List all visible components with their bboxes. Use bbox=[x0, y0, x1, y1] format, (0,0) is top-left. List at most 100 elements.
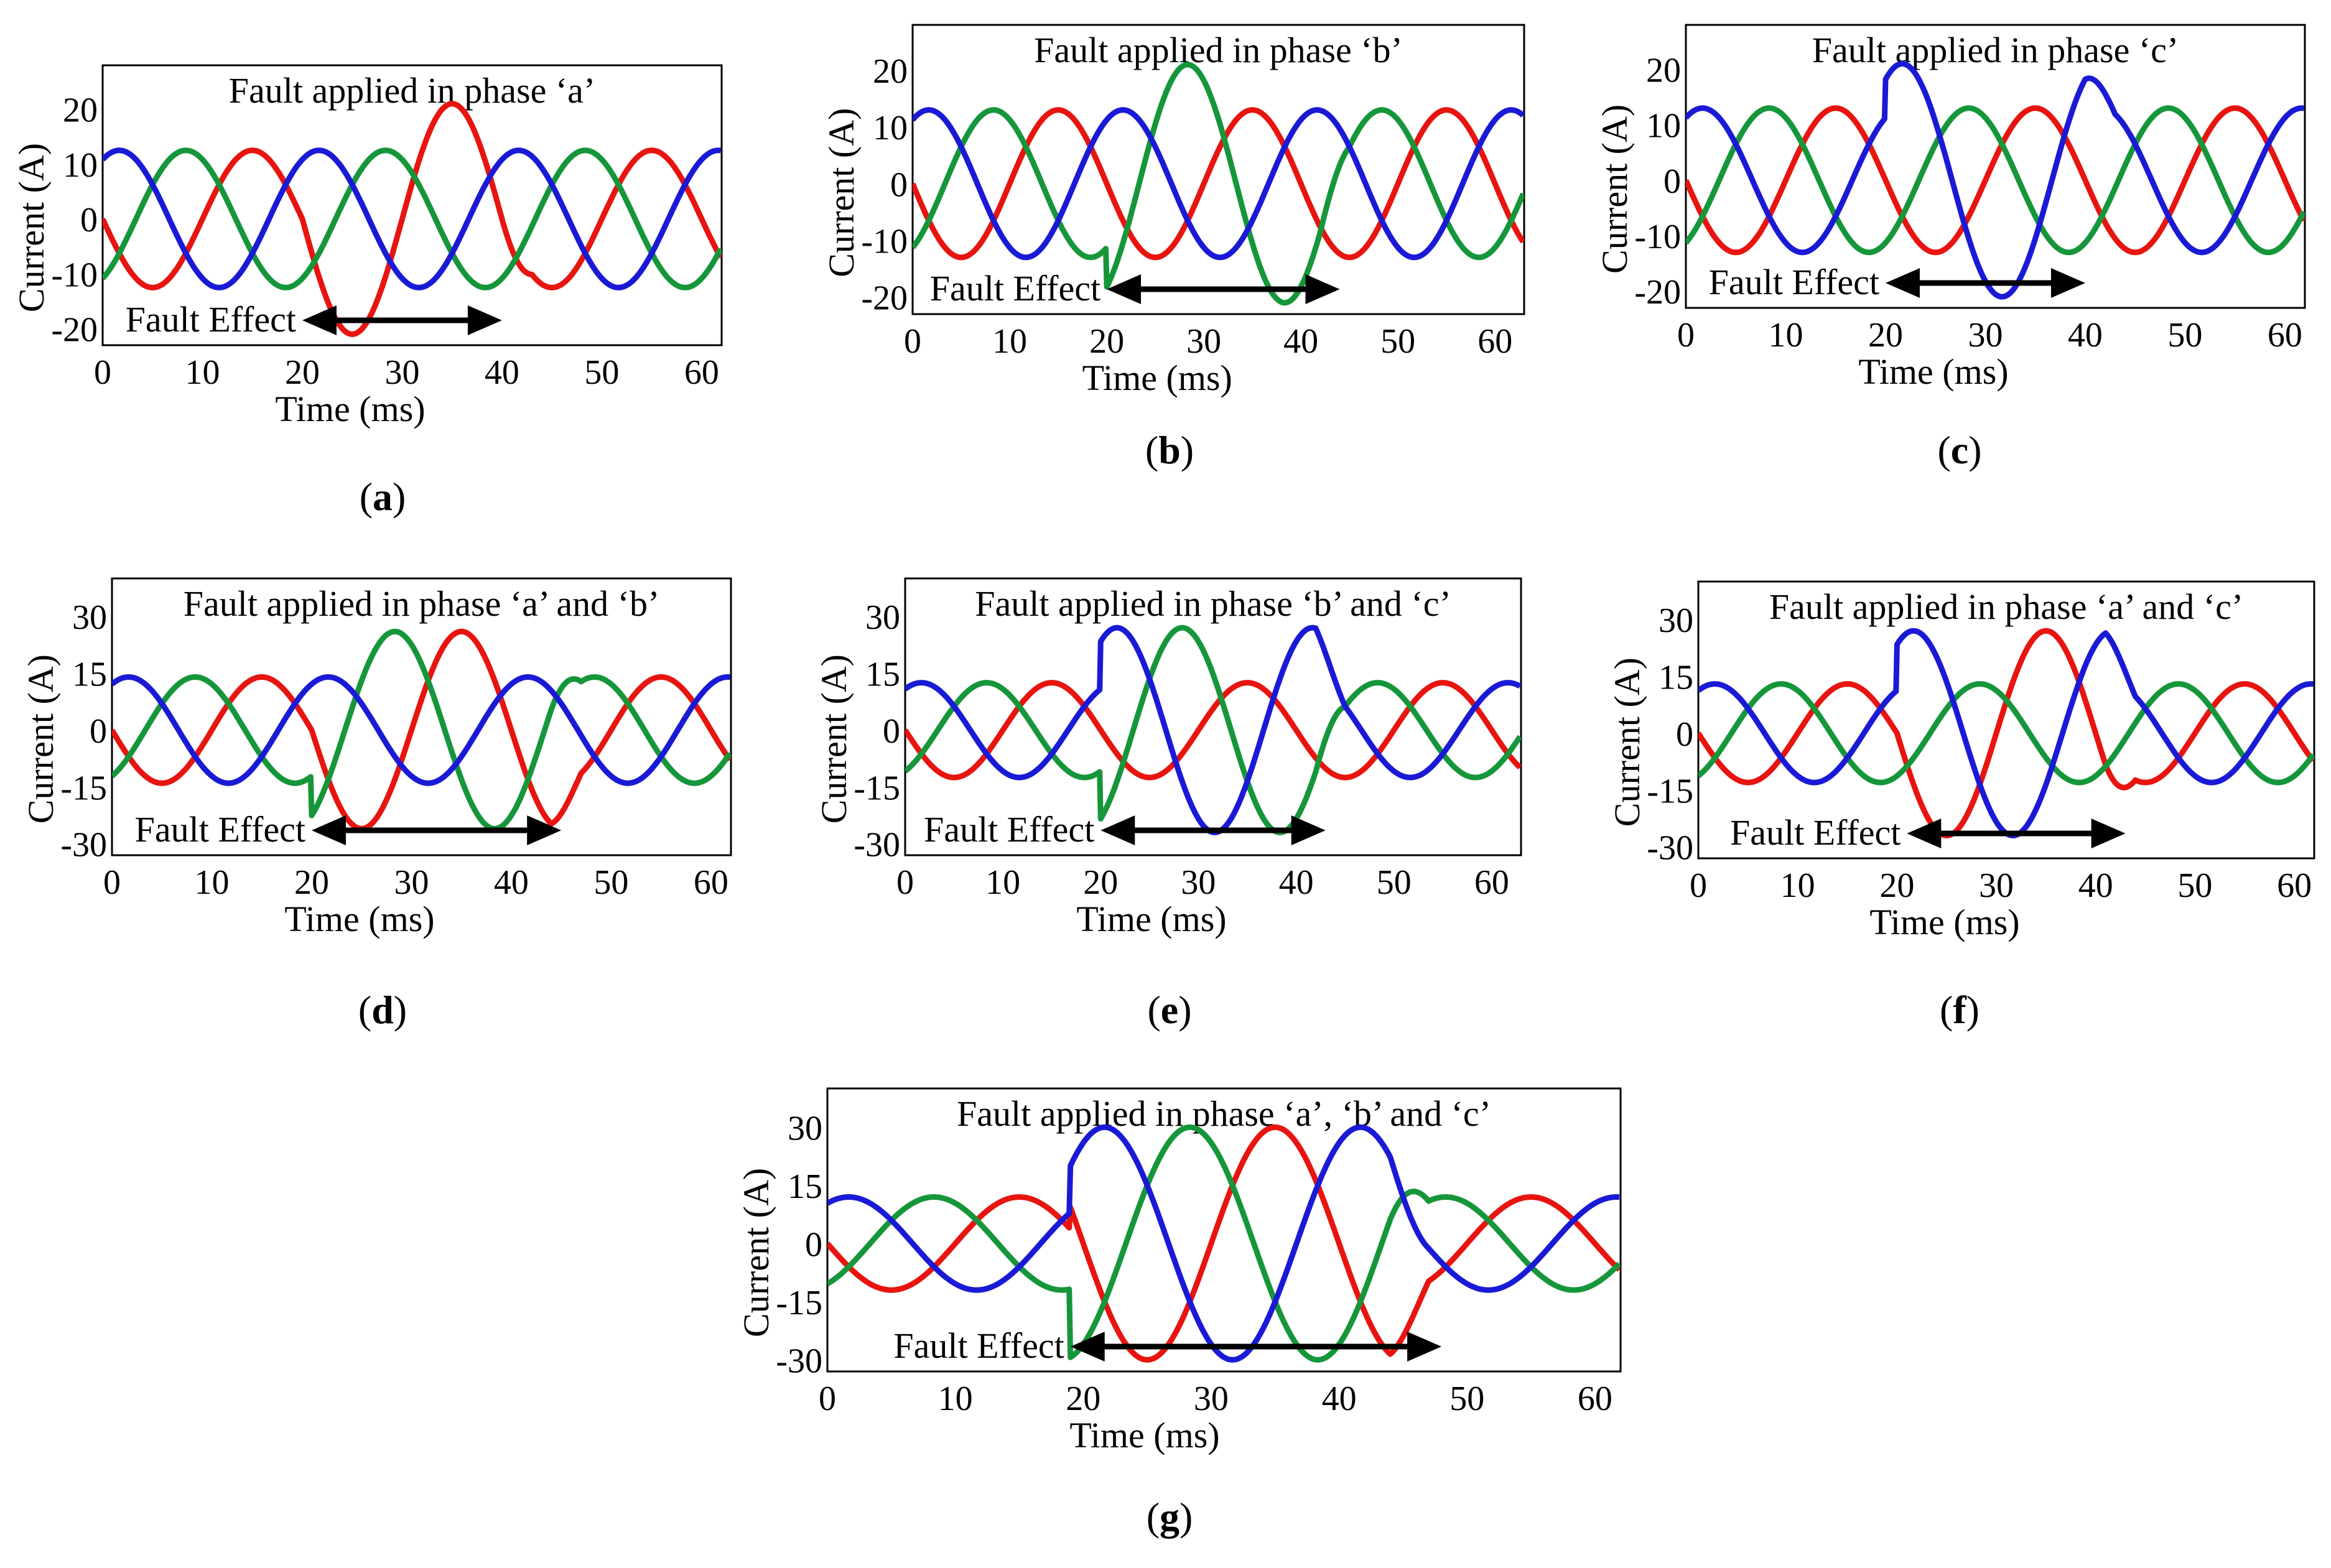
panel-caption: (b) bbox=[1145, 428, 1194, 472]
x-tick-label: 30 bbox=[394, 863, 429, 902]
x-tick-label: 50 bbox=[584, 353, 619, 392]
series-phase-c bbox=[827, 1124, 1621, 1363]
x-axis-label: Time (ms) bbox=[1858, 351, 2008, 392]
y-tick-label: -15 bbox=[854, 769, 900, 807]
x-tick-label: 30 bbox=[384, 353, 419, 392]
x-tick-label: 40 bbox=[485, 353, 519, 392]
y-tick-label: -10 bbox=[51, 256, 98, 294]
series-phase-c bbox=[1698, 628, 2314, 838]
x-tick-label: 40 bbox=[494, 863, 529, 902]
y-tick-label: -10 bbox=[861, 222, 908, 261]
panel-letter: g bbox=[1160, 1495, 1179, 1539]
plot-frame bbox=[826, 1087, 1622, 1373]
x-tick-label: 10 bbox=[1768, 316, 1803, 355]
chart-title: Fault applied in phase ‘a’, ‘b’ and ‘c’ bbox=[957, 1093, 1491, 1134]
x-tick-label: 60 bbox=[2277, 866, 2312, 905]
panel-caption: (a) bbox=[360, 475, 406, 519]
y-tick-label: -15 bbox=[776, 1284, 822, 1322]
x-tick-label: 0 bbox=[896, 863, 914, 902]
chart-panel-c: 20 10 0 -10 -20 0 10 20 30 40 50 60 Time (ms) Current… bbox=[1594, 24, 2306, 392]
y-tick-label: 15 bbox=[788, 1167, 822, 1206]
chart-title: Fault applied in phase ‘a’ and ‘c’ bbox=[1769, 587, 2243, 627]
series-phase-c bbox=[1686, 61, 2305, 300]
x-tick-label: 50 bbox=[2177, 866, 2212, 905]
chart-title: Fault applied in phase ‘a’ bbox=[229, 70, 596, 111]
x-tick-label: 30 bbox=[1186, 322, 1221, 361]
x-tick-label: 20 bbox=[1879, 866, 1914, 905]
y-tick-label: 20 bbox=[1646, 51, 1681, 90]
y-tick-label: 30 bbox=[865, 598, 900, 637]
plot-frame bbox=[1697, 580, 2315, 860]
x-tick-label: 30 bbox=[1968, 316, 2003, 355]
y-tick-label: -30 bbox=[776, 1342, 822, 1380]
panel-letter: a bbox=[373, 475, 393, 519]
x-tick-label: 10 bbox=[1780, 866, 1815, 905]
y-axis-label: Current (A) bbox=[736, 1168, 776, 1337]
series-phase-b bbox=[103, 147, 722, 290]
x-axis-label: Time (ms) bbox=[284, 899, 434, 939]
y-tick-label: 0 bbox=[1676, 715, 1693, 754]
series-phase-b bbox=[905, 624, 1521, 835]
y-tick-label: 15 bbox=[865, 655, 900, 694]
y-tick-label: -20 bbox=[1634, 273, 1681, 312]
fault-effect-label: Fault Effect bbox=[1730, 812, 1901, 853]
x-tick-label: 60 bbox=[2268, 316, 2302, 355]
x-tick-label: 20 bbox=[285, 353, 320, 392]
x-tick-label: 30 bbox=[1194, 1380, 1229, 1418]
arrowhead-left bbox=[1907, 819, 1942, 848]
series-phase-b bbox=[1686, 105, 2305, 256]
y-tick-label: -10 bbox=[1634, 218, 1681, 256]
x-axis-label: Time (ms) bbox=[1082, 358, 1232, 398]
x-tick-label: 10 bbox=[985, 863, 1020, 902]
x-tick-label: 40 bbox=[1279, 863, 1314, 902]
arrowhead-right bbox=[2091, 819, 2126, 848]
arrowhead-right bbox=[467, 305, 502, 335]
x-tick-label: 30 bbox=[1181, 863, 1216, 902]
x-tick-label: 20 bbox=[1066, 1380, 1100, 1418]
x-tick-label: 40 bbox=[2068, 316, 2103, 355]
x-tick-label: 0 bbox=[819, 1380, 836, 1418]
series-phase-a bbox=[905, 680, 1521, 781]
y-tick-label: 0 bbox=[805, 1225, 822, 1264]
x-axis-label: Time (ms) bbox=[1069, 1415, 1219, 1455]
y-axis-label: Current (A) bbox=[1607, 657, 1647, 827]
x-tick-label: 10 bbox=[194, 863, 229, 902]
x-tick-label: 0 bbox=[1690, 866, 1707, 905]
x-tick-label: 10 bbox=[992, 322, 1027, 361]
panel-caption: (e) bbox=[1147, 988, 1191, 1032]
series-phase-b bbox=[913, 62, 1524, 306]
plot-frame bbox=[101, 64, 723, 346]
y-tick-label: 0 bbox=[80, 201, 98, 239]
series-phase-b bbox=[112, 628, 731, 832]
x-tick-label: 0 bbox=[94, 353, 111, 392]
arrowhead-left bbox=[311, 815, 346, 845]
x-tick-label: 0 bbox=[904, 322, 921, 361]
panel-letter: c bbox=[1951, 428, 1968, 472]
arrowhead-left bbox=[1070, 1332, 1105, 1362]
y-tick-label: -20 bbox=[861, 279, 908, 318]
x-tick-label: 10 bbox=[185, 353, 220, 392]
x-tick-label: 60 bbox=[1477, 322, 1512, 361]
y-tick-label: 0 bbox=[1663, 162, 1681, 201]
x-tick-label: 20 bbox=[1089, 322, 1124, 361]
fault-effect-label: Fault Effect bbox=[893, 1325, 1064, 1366]
y-tick-label: 0 bbox=[890, 165, 908, 204]
arrowhead-left bbox=[302, 305, 337, 335]
y-axis-label: Current (A) bbox=[11, 143, 52, 312]
y-tick-label: -30 bbox=[1647, 829, 1693, 868]
x-tick-label: 20 bbox=[1868, 316, 1903, 355]
plot-frame bbox=[904, 577, 1522, 856]
y-axis-label: Current (A) bbox=[821, 108, 862, 277]
x-tick-label: 10 bbox=[938, 1380, 973, 1418]
panel-caption: (g) bbox=[1147, 1495, 1193, 1539]
x-tick-label: 60 bbox=[694, 863, 728, 902]
y-tick-label: -20 bbox=[51, 311, 98, 350]
arrowhead-left bbox=[1885, 268, 1920, 298]
panel-letter: d bbox=[371, 988, 394, 1032]
x-tick-label: 40 bbox=[2078, 866, 2113, 905]
arrowhead-left bbox=[1100, 815, 1135, 845]
y-tick-label: 10 bbox=[1646, 107, 1681, 146]
